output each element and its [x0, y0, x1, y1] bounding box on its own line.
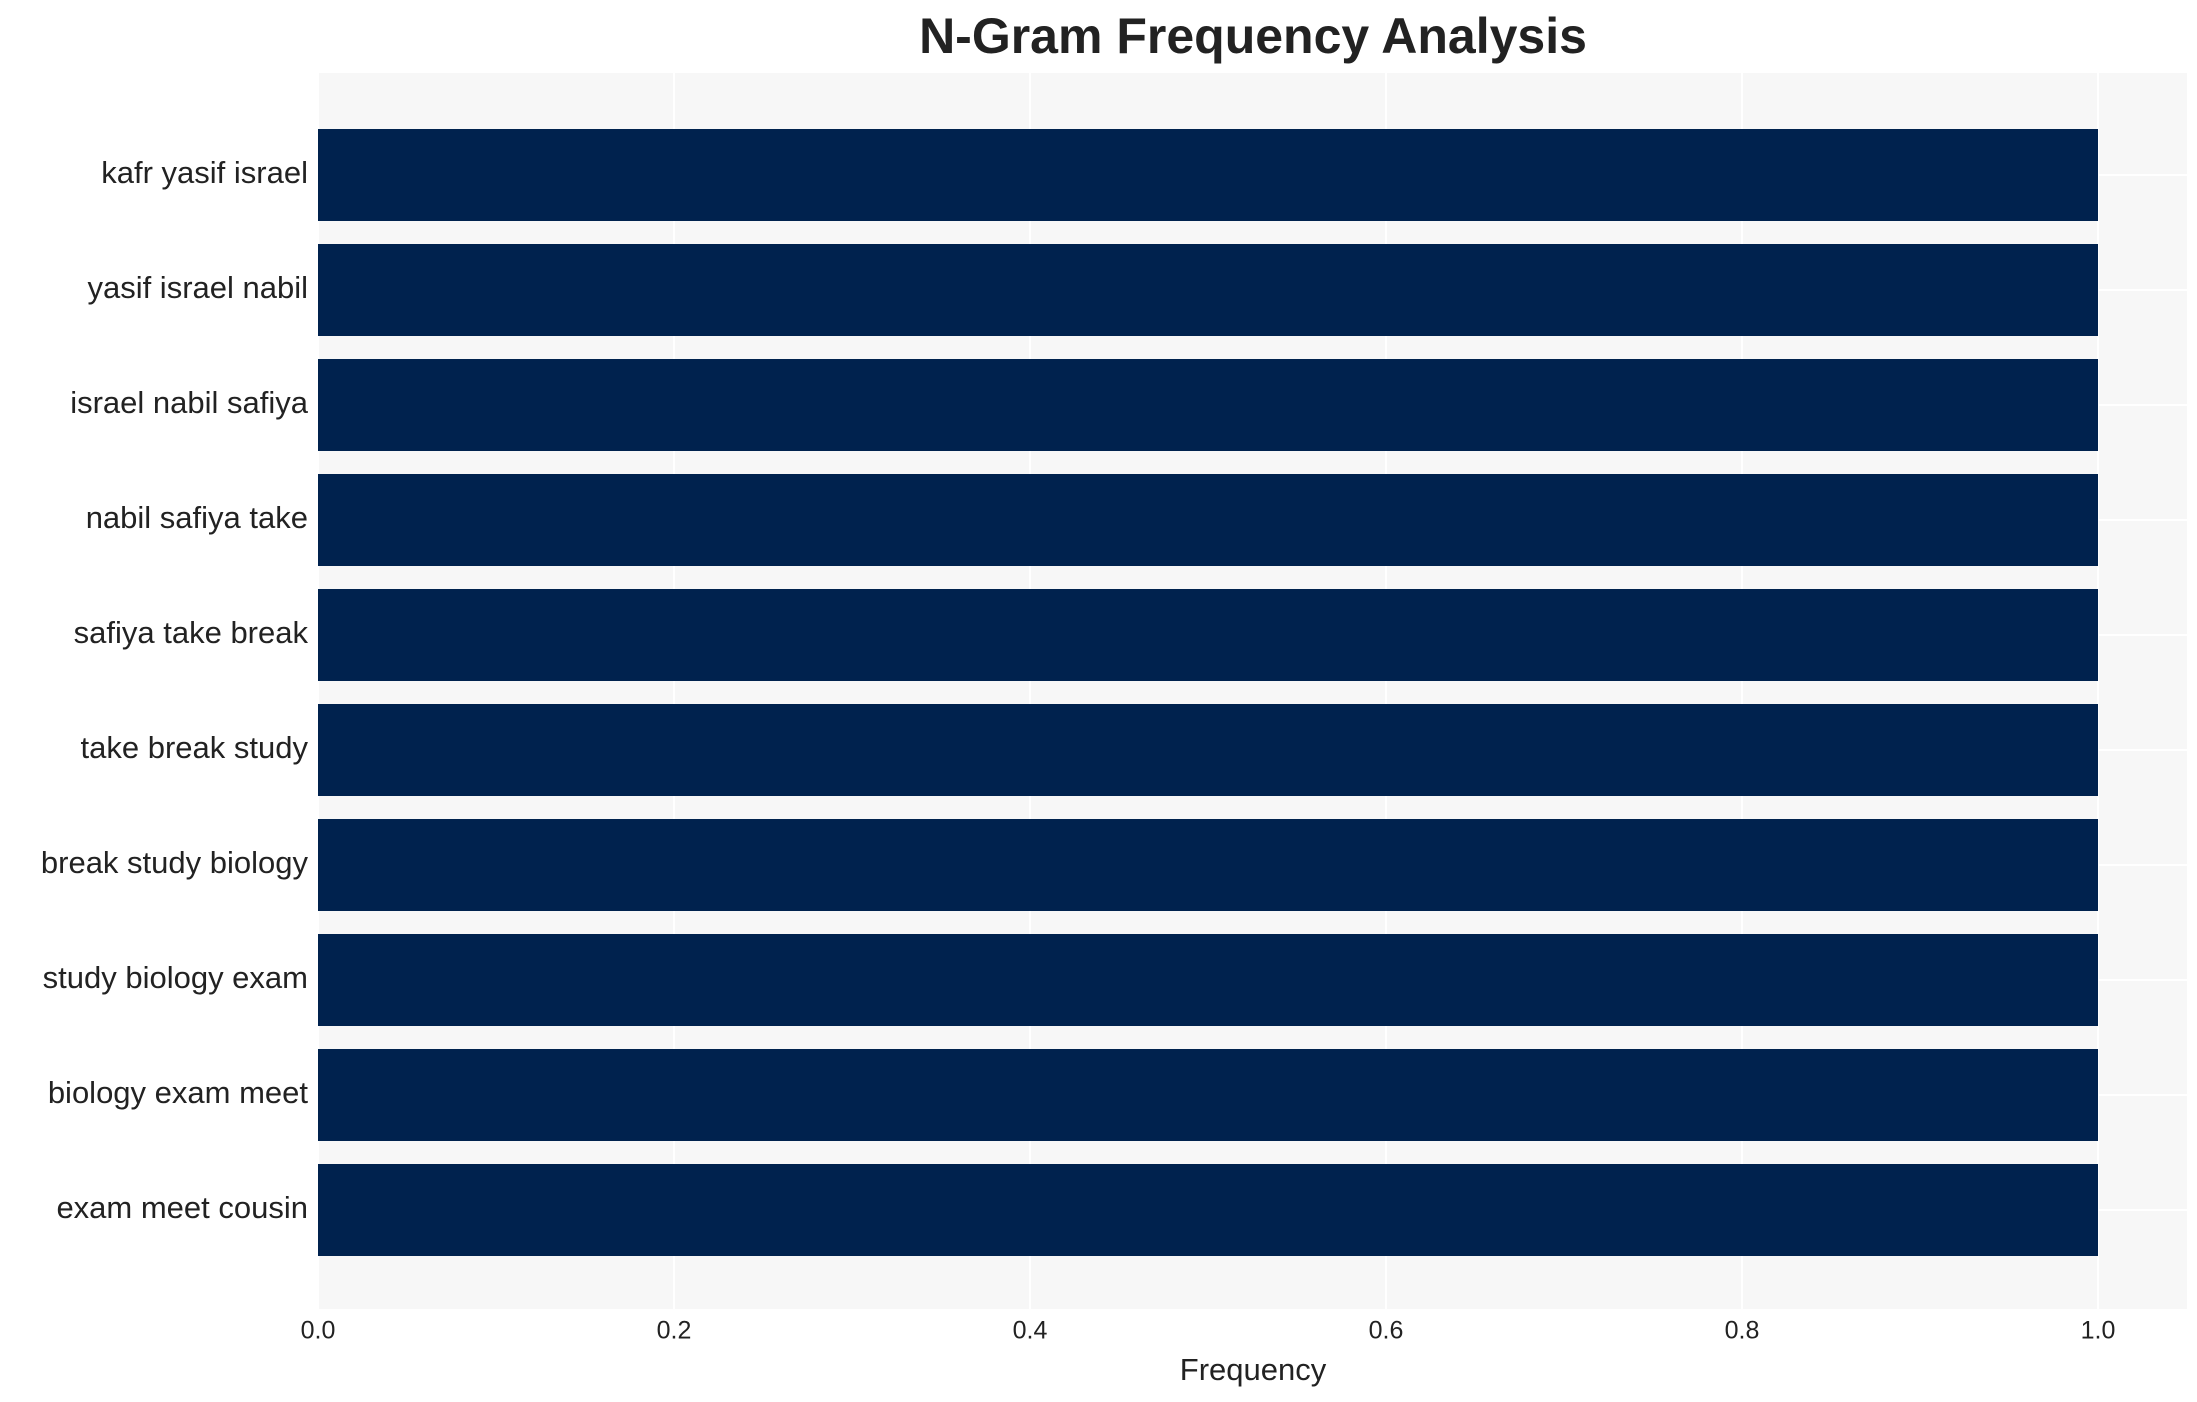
chart-title: N-Gram Frequency Analysis — [919, 8, 1587, 64]
y-tick-label: break study biology — [41, 845, 309, 880]
y-tick-label: study biology exam — [43, 960, 308, 995]
bar — [318, 704, 2098, 796]
bar — [318, 129, 2098, 221]
bar — [318, 589, 2098, 681]
y-tick-label: yasif israel nabil — [87, 270, 308, 305]
bar — [318, 474, 2098, 566]
x-tick-label: 0.6 — [1369, 1317, 1404, 1345]
y-tick-label: exam meet cousin — [56, 1190, 308, 1225]
y-tick-label: biology exam meet — [48, 1075, 309, 1110]
x-tick-label: 1.0 — [2081, 1317, 2116, 1345]
x-tick-label: 0.4 — [1013, 1317, 1048, 1345]
x-tick-label: 0.0 — [301, 1317, 336, 1345]
bar — [318, 244, 2098, 336]
bar — [318, 934, 2098, 1026]
y-tick-label: israel nabil safiya — [70, 385, 309, 420]
y-tick-label: safiya take break — [74, 615, 309, 650]
y-tick-label: nabil safiya take — [86, 500, 308, 535]
bar — [318, 1164, 2098, 1256]
bar — [318, 1049, 2098, 1141]
y-tick-label: kafr yasif israel — [101, 155, 308, 190]
x-tick-label: 0.8 — [1725, 1317, 1760, 1345]
y-tick-label: take break study — [81, 730, 309, 765]
x-axis-label: Frequency — [1180, 1352, 1327, 1387]
bar — [318, 359, 2098, 451]
bar — [318, 819, 2098, 911]
x-tick-label: 0.2 — [657, 1317, 692, 1345]
